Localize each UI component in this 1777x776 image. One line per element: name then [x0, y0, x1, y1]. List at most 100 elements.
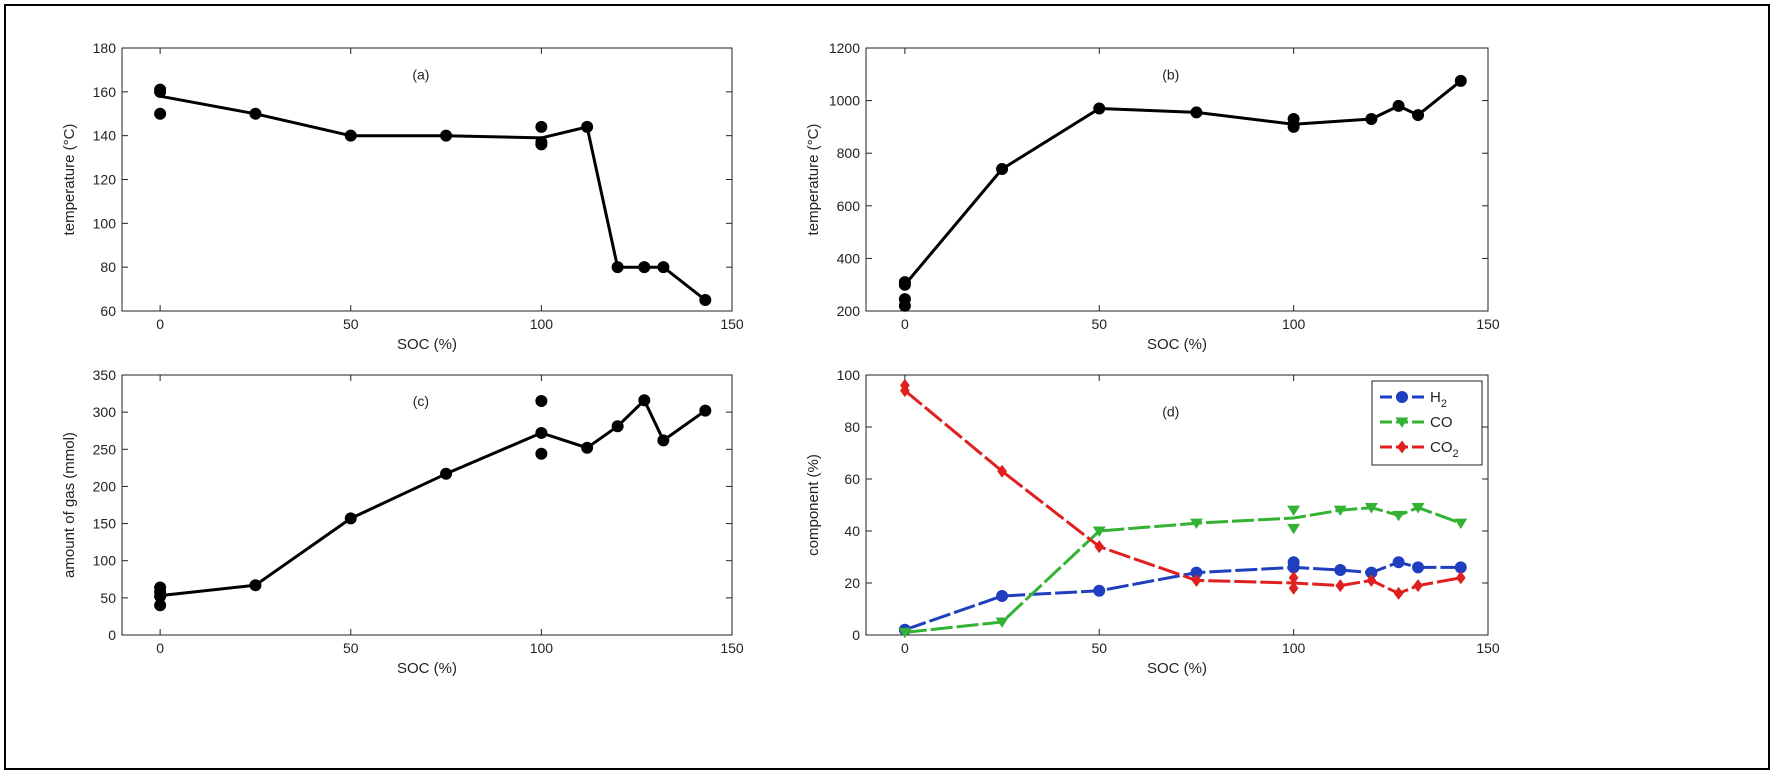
- x-axis-label: SOC (%): [1147, 336, 1207, 353]
- data-point: [1335, 579, 1346, 593]
- x-tick-label: 50: [1091, 640, 1107, 656]
- data-point: [898, 278, 911, 291]
- data-point: [1191, 573, 1202, 587]
- data-point: [1364, 503, 1378, 514]
- data-point: [699, 404, 712, 417]
- legend-marker: [1395, 417, 1409, 428]
- chart-panel-c: 0 50 100 150 0 50 100 150 200 250 300 350 SOC (%) amo…: [61, 367, 744, 677]
- data-point: [1287, 505, 1301, 517]
- data-point: [1287, 523, 1301, 535]
- y-tick-label: 140: [93, 128, 117, 144]
- plot-area: [865, 47, 1489, 312]
- data-point: [1455, 571, 1466, 585]
- panel-annotation: (a): [412, 66, 429, 82]
- y-tick-label: 20: [844, 575, 860, 591]
- x-tick-label: 0: [156, 316, 164, 332]
- y-tick-label: 150: [93, 516, 117, 532]
- data-point: [249, 579, 262, 592]
- x-tick-label: 100: [1282, 316, 1306, 332]
- y-tick-label: 100: [837, 367, 861, 383]
- y-tick-label: 0: [852, 627, 860, 643]
- x-tick-label: 150: [1476, 640, 1500, 656]
- data-point: [1365, 113, 1378, 126]
- data-point: [996, 162, 1009, 175]
- y-tick-label: 100: [93, 553, 117, 569]
- x-tick-label: 0: [901, 316, 909, 332]
- data-point: [898, 299, 911, 312]
- y-axis-label: temperature (°C): [805, 124, 822, 236]
- data-point: [440, 467, 453, 480]
- panel-annotation: (b): [1162, 66, 1179, 82]
- data-point: [898, 627, 912, 639]
- data-point: [1454, 74, 1467, 87]
- x-tick-label: 0: [901, 640, 909, 656]
- data-point: [535, 426, 548, 439]
- plot-area: [121, 374, 733, 636]
- y-tick-label: 80: [100, 259, 116, 275]
- y-axis-label: amount of gas (mmol): [61, 432, 78, 578]
- x-tick-label: 150: [720, 640, 744, 656]
- data-point: [1413, 579, 1423, 593]
- series-line: [903, 79, 1462, 286]
- legend-label: CO: [1430, 414, 1453, 431]
- x-axis-label: SOC (%): [1147, 660, 1207, 677]
- data-point: [344, 129, 357, 142]
- series-line: [904, 506, 1462, 634]
- data-point: [657, 434, 670, 447]
- data-point: [1392, 510, 1406, 522]
- data-point: [154, 599, 167, 612]
- data-point: [657, 261, 670, 274]
- data-point: [154, 85, 167, 98]
- data-point: [611, 420, 624, 433]
- data-point: [1366, 573, 1377, 587]
- chart-panel-b: 0 50 100 150 200 400 600 800 1000 1200 SOC (%) temp…: [805, 40, 1500, 353]
- data-point: [1287, 120, 1300, 133]
- y-tick-label: 400: [837, 250, 861, 266]
- x-tick-label: 100: [530, 640, 554, 656]
- data-point: [581, 120, 594, 133]
- plot-area: [865, 374, 1489, 636]
- series-line: [159, 94, 707, 302]
- y-tick-label: 1000: [829, 93, 860, 109]
- data-point: [1287, 561, 1300, 574]
- series-line: [904, 560, 1461, 632]
- data-point: [699, 294, 712, 307]
- data-point: [995, 617, 1009, 628]
- x-tick-label: 50: [343, 640, 359, 656]
- y-tick-label: 250: [93, 441, 117, 457]
- data-point: [900, 384, 910, 398]
- y-tick-label: 200: [93, 478, 117, 494]
- data-point: [535, 120, 548, 133]
- panel-annotation: (d): [1162, 403, 1179, 419]
- x-tick-label: 100: [530, 316, 554, 332]
- data-point: [1454, 561, 1467, 574]
- data-point: [1412, 561, 1425, 574]
- chart-panel-a: 0 50 100 150 60 80 100 120 140 160 180 SOC (%) tempe…: [61, 40, 744, 353]
- legend-label: CO2: [1430, 439, 1459, 460]
- x-tick-label: 50: [1091, 316, 1107, 332]
- panel-annotation: (c): [413, 393, 429, 409]
- x-tick-label: 50: [343, 316, 359, 332]
- data-point: [535, 395, 548, 407]
- y-tick-label: 100: [93, 215, 117, 231]
- y-tick-label: 350: [93, 367, 117, 383]
- y-tick-label: 1200: [829, 40, 860, 56]
- data-point: [1288, 571, 1299, 585]
- data-point: [535, 138, 548, 151]
- data-point: [1189, 518, 1203, 530]
- data-point: [1392, 99, 1405, 112]
- x-tick-label: 150: [1476, 316, 1500, 332]
- data-point: [638, 261, 651, 274]
- y-tick-label: 180: [93, 40, 117, 56]
- x-axis-label: SOC (%): [397, 336, 457, 353]
- y-axis-label: component (%): [805, 454, 822, 556]
- y-tick-label: 800: [837, 145, 861, 161]
- y-tick-label: 200: [837, 303, 861, 319]
- data-point: [1393, 586, 1404, 600]
- series-line: [159, 398, 707, 598]
- data-point: [996, 590, 1009, 602]
- data-point: [1411, 503, 1425, 514]
- data-point: [997, 464, 1007, 478]
- data-point: [638, 394, 651, 407]
